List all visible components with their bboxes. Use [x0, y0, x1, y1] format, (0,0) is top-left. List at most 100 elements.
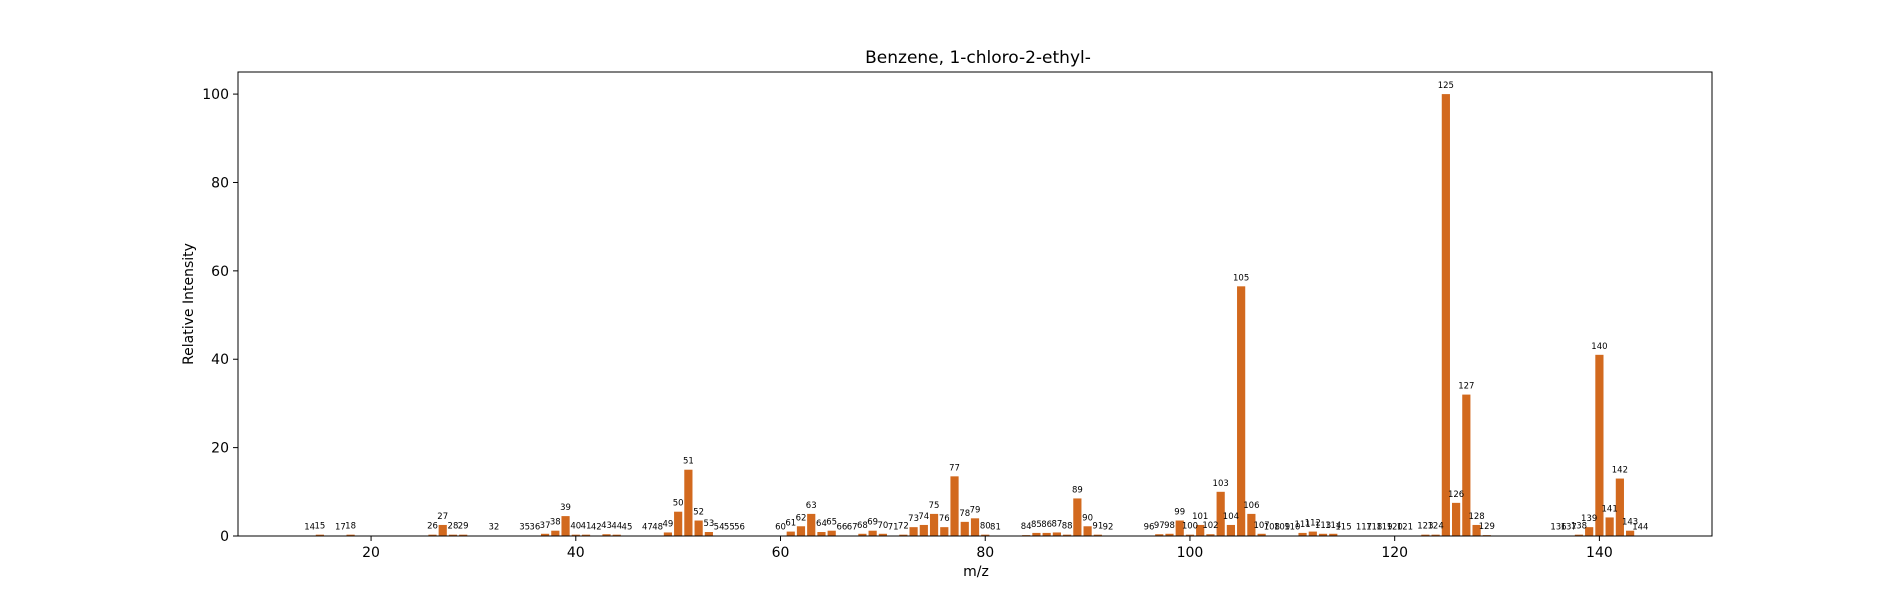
- bar-mz-88: [1063, 534, 1072, 536]
- bar-mz-89: [1073, 498, 1082, 536]
- bar-mz-113: [1318, 533, 1328, 536]
- bar-mz-138: [1574, 534, 1584, 536]
- x-axis-label: m/z: [963, 564, 989, 580]
- y-tick-label: 20: [211, 441, 229, 457]
- data-label-mz-27: 27: [437, 512, 448, 522]
- data-label-mz-124: 124: [1428, 522, 1444, 532]
- data-label-mz-109: 109: [1274, 523, 1290, 533]
- plot-frame: [237, 71, 1713, 537]
- data-label-mz-129: 129: [1479, 522, 1495, 532]
- data-label-mz-62: 62: [796, 513, 807, 523]
- bar-mz-106: [1247, 513, 1256, 536]
- data-label-mz-18: 18: [345, 522, 356, 532]
- data-label-mz-114: 114: [1325, 521, 1341, 531]
- bar-mz-127: [1462, 394, 1471, 536]
- bar-mz-107: [1257, 533, 1266, 536]
- bars-group: [305, 94, 1645, 536]
- data-label-mz-79: 79: [970, 505, 981, 515]
- data-label-mz-113: 113: [1315, 521, 1331, 531]
- data-label-mz-140: 140: [1591, 342, 1607, 352]
- data-label-mz-137: 137: [1561, 523, 1577, 533]
- bar-mz-64: [817, 532, 826, 536]
- data-label-mz-115: 115: [1335, 523, 1351, 533]
- y-tick-label: 0: [220, 529, 229, 545]
- bar-mz-75: [929, 513, 939, 536]
- data-label-mz-112: 112: [1305, 519, 1321, 529]
- data-label-mz-54: 54: [714, 523, 725, 533]
- data-label-mz-75: 75: [929, 501, 940, 511]
- x-tick-label: 140: [1586, 545, 1613, 561]
- data-label-mz-76: 76: [939, 514, 950, 524]
- bar-mz-85: [1032, 532, 1041, 536]
- bar-mz-78: [960, 521, 969, 536]
- bar-mz-98: [1165, 533, 1174, 536]
- x-axis-ticks: 20 40 60 80 100 120 140: [362, 536, 1613, 561]
- bar-mz-27: [438, 524, 447, 536]
- bar-mz-29: [459, 534, 468, 536]
- data-label-mz-92: 92: [1103, 523, 1114, 533]
- data-label-mz-71: 71: [888, 523, 899, 533]
- data-label-mz-127: 127: [1458, 382, 1474, 392]
- data-label-mz-139: 139: [1581, 514, 1597, 524]
- bar-mz-15: [315, 534, 324, 536]
- data-label-mz-61: 61: [785, 519, 796, 529]
- data-label-mz-68: 68: [857, 521, 868, 531]
- data-label-mz-44: 44: [611, 522, 622, 532]
- bar-mz-40: [571, 534, 580, 536]
- data-label-mz-108: 108: [1264, 523, 1280, 533]
- y-tick-label: 80: [211, 175, 229, 191]
- bar-mz-79: [970, 518, 980, 536]
- bar-mz-28: [448, 534, 458, 536]
- data-label-mz-119: 119: [1376, 523, 1392, 533]
- data-label-mz-66: 66: [837, 523, 848, 533]
- data-label-mz-78: 78: [959, 509, 970, 519]
- bar-mz-49: [663, 532, 673, 536]
- data-label-mz-70: 70: [877, 521, 888, 531]
- data-label-mz-51: 51: [683, 457, 694, 467]
- data-label-mz-123: 123: [1417, 522, 1433, 532]
- x-tick-label: 20: [362, 545, 380, 561]
- bar-mz-69: [868, 530, 877, 536]
- bar-mz-123: [1421, 534, 1430, 536]
- bar-mz-73: [909, 527, 918, 536]
- bar-mz-52: [694, 520, 703, 536]
- bar-mz-101: [1196, 524, 1205, 536]
- data-label-mz-32: 32: [488, 523, 499, 533]
- data-label-mz-143: 143: [1622, 518, 1638, 528]
- data-label-mz-55: 55: [724, 523, 735, 533]
- bar-mz-38: [551, 530, 560, 536]
- data-label-mz-97: 97: [1154, 521, 1165, 531]
- bar-mz-114: [1329, 533, 1338, 536]
- data-label-mz-80: 80: [980, 522, 991, 532]
- bar-mz-97: [1155, 534, 1164, 536]
- data-label-mz-101: 101: [1192, 512, 1208, 522]
- data-label-mz-63: 63: [806, 501, 817, 511]
- bar-mz-74: [919, 524, 928, 536]
- bar-mz-61: [786, 531, 795, 536]
- data-label-mz-104: 104: [1223, 512, 1239, 522]
- y-tick-label: 60: [211, 264, 229, 280]
- data-label-mz-118: 118: [1366, 523, 1382, 533]
- data-label-mz-125: 125: [1438, 81, 1454, 91]
- y-tick-label: 100: [202, 87, 229, 103]
- bar-mz-51: [684, 469, 693, 536]
- bar-mz-26: [428, 534, 437, 536]
- data-label-mz-141: 141: [1602, 504, 1618, 514]
- bar-mz-126: [1452, 502, 1461, 536]
- data-label-mz-35: 35: [519, 523, 530, 533]
- data-label-mz-117: 117: [1356, 523, 1372, 533]
- data-label-mz-17: 17: [335, 523, 346, 533]
- bar-mz-140: [1595, 354, 1604, 536]
- data-label-mz-48: 48: [652, 523, 663, 533]
- data-label-mz-74: 74: [918, 512, 929, 522]
- data-label-mz-96: 96: [1144, 523, 1155, 533]
- bar-mz-50: [674, 511, 683, 536]
- bar-mz-80: [981, 534, 990, 536]
- bar-mz-37: [540, 533, 550, 536]
- bar-mz-103: [1216, 491, 1225, 536]
- data-label-mz-53: 53: [703, 519, 714, 529]
- y-tick-label: 40: [211, 352, 229, 368]
- x-tick-label: 40: [567, 545, 585, 561]
- data-label-mz-60: 60: [775, 523, 786, 533]
- data-label-mz-67: 67: [847, 523, 858, 533]
